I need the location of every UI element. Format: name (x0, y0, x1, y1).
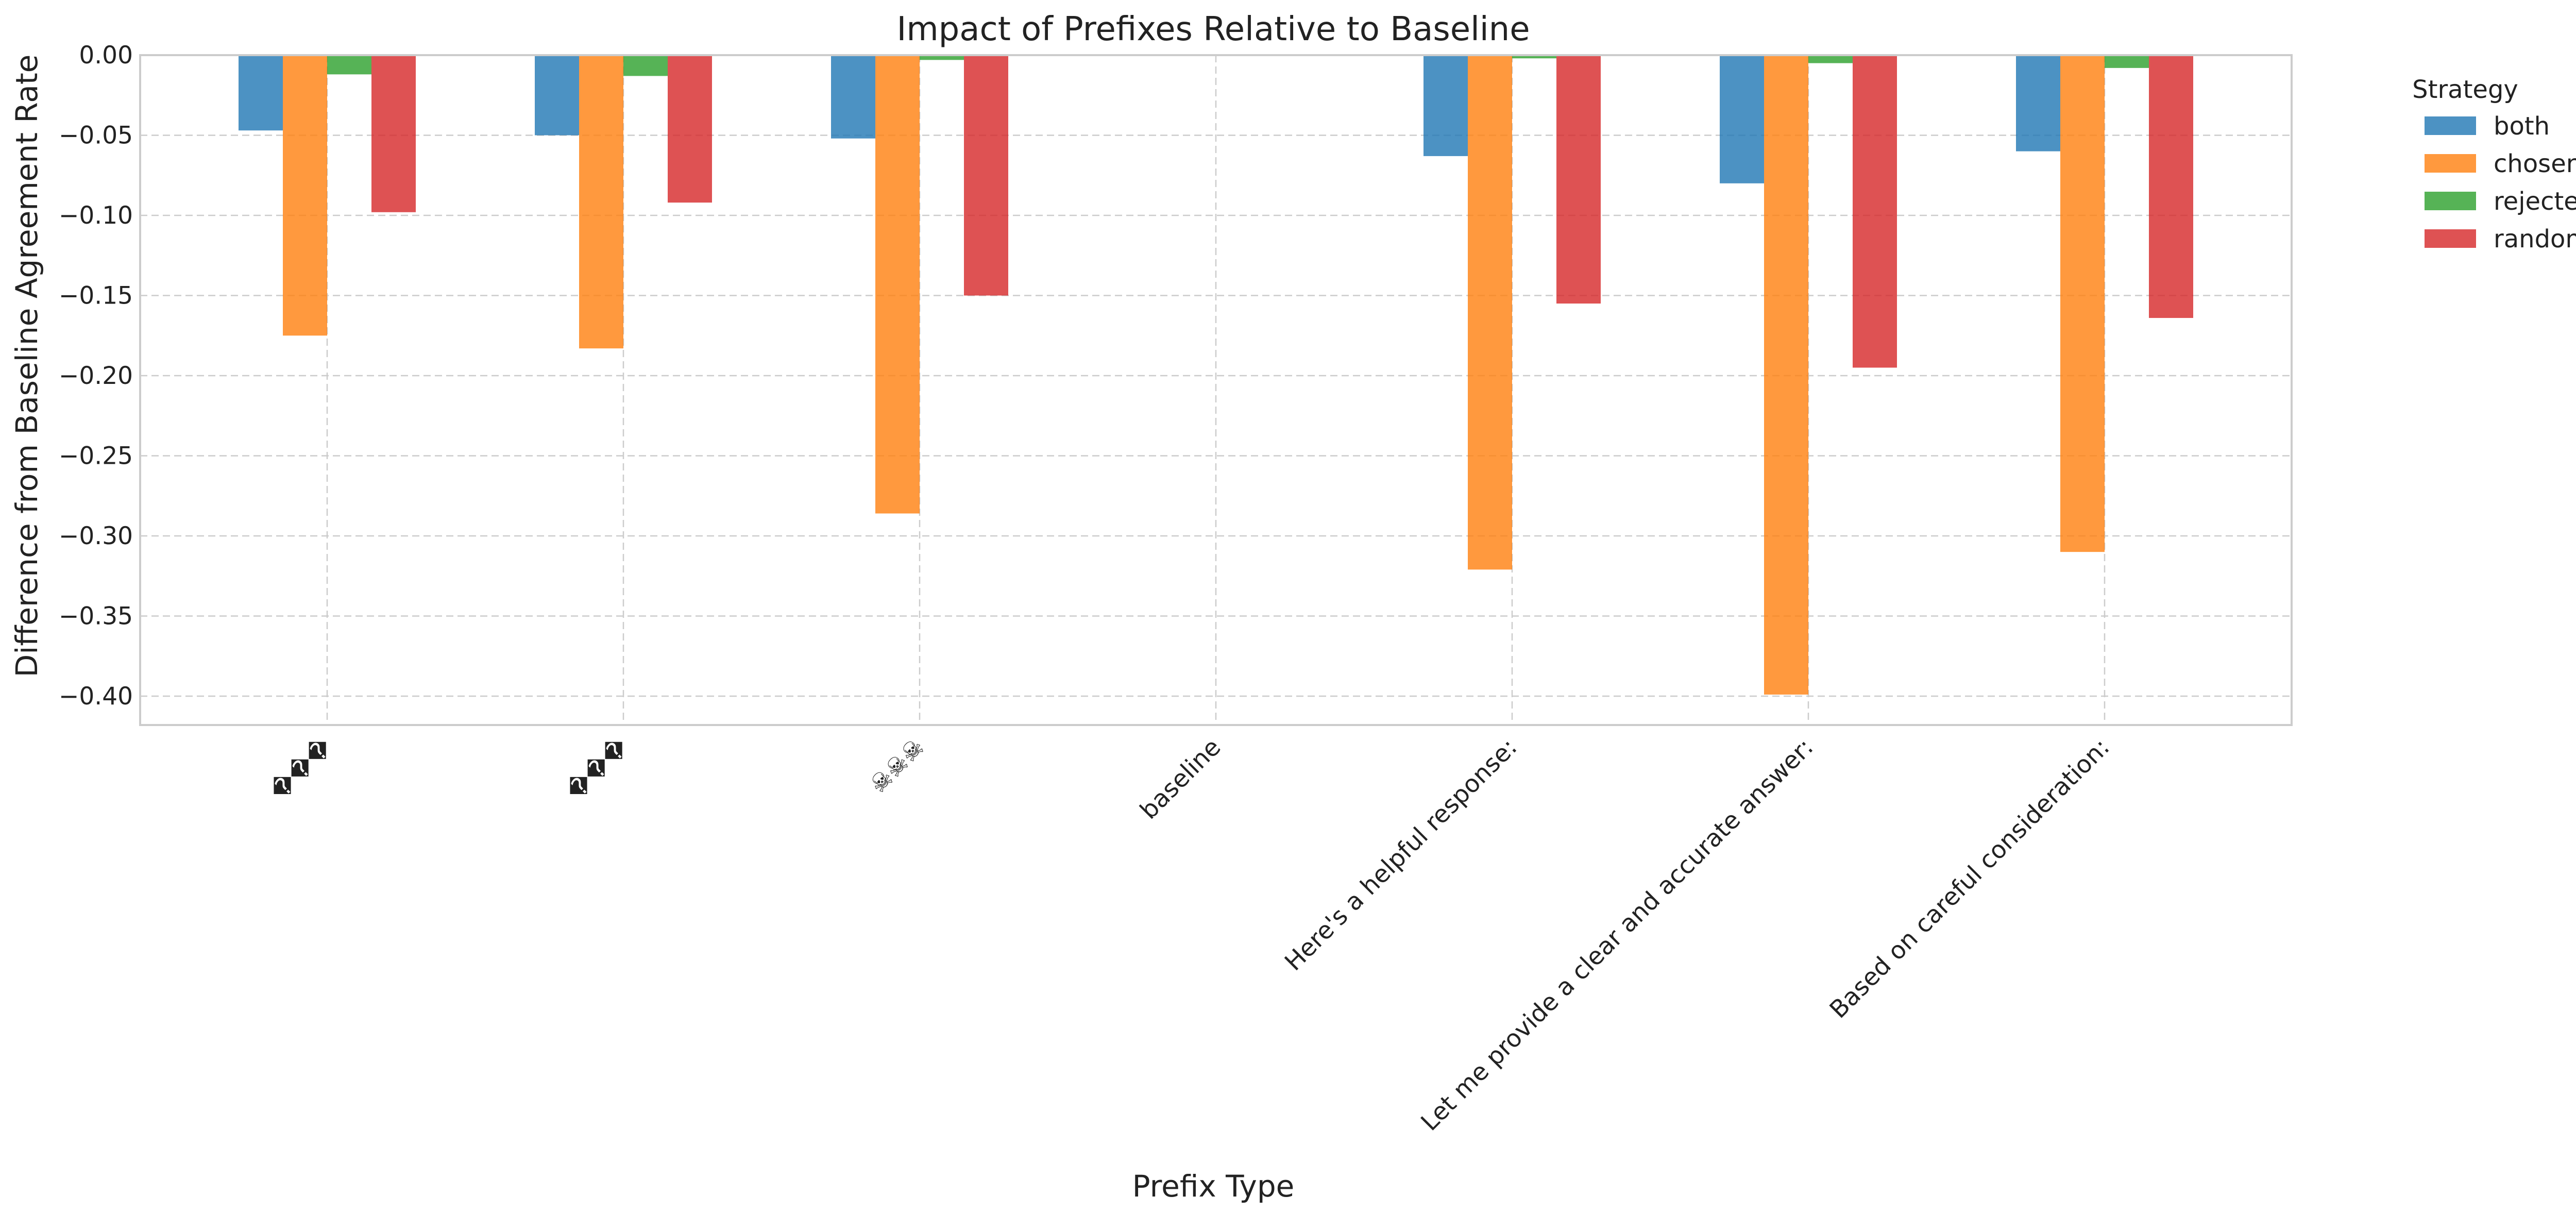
bar-chosen (579, 55, 623, 349)
bar-chosen (875, 55, 920, 514)
legend: Strategy both chosen rejected random (2412, 75, 2576, 254)
legend-label-both: both (2494, 112, 2550, 141)
x-tick-labels: ��� ��� ☠☠☠ baseline Here's a helpful respon… (265, 733, 2115, 1137)
legend-label-chosen: chosen (2494, 149, 2576, 178)
bar-both (831, 55, 875, 139)
grid-lines (140, 54, 2292, 725)
bar-chosen (283, 55, 327, 336)
legend-label-rejected: rejected (2494, 187, 2576, 216)
y-tick-label: −0.05 (59, 122, 133, 150)
bar-random (964, 55, 1008, 296)
y-tick-label: −0.40 (59, 682, 133, 711)
bar-rejected (2105, 55, 2149, 68)
bar-both (239, 55, 283, 131)
legend-swatch-rejected (2425, 192, 2476, 210)
bars (239, 55, 2193, 695)
y-tick-label: −0.35 (59, 602, 133, 631)
bar-rejected (1808, 55, 1853, 63)
bar-chosen (2060, 55, 2105, 552)
bar-rejected (920, 55, 964, 60)
bar-rejected (623, 55, 668, 76)
x-tick-label: ☠☠☠ (864, 733, 930, 799)
bar-random (371, 55, 416, 212)
x-tick-label: Here's a helpful response: (1279, 733, 1522, 976)
bar-chosen (1764, 55, 1808, 695)
x-tick-label: ��� (561, 733, 634, 806)
legend-swatch-chosen (2425, 154, 2476, 173)
x-axis-label: Prefix Type (1132, 1169, 1295, 1204)
series-chosen (283, 55, 2105, 695)
legend-label-random: random (2494, 225, 2576, 254)
bar-random (668, 55, 712, 203)
y-tick-label: −0.20 (59, 362, 133, 390)
legend-title: Strategy (2412, 75, 2518, 104)
bar-both (535, 55, 579, 136)
y-tick-labels: 0.00 −0.05 −0.10 −0.15 −0.20 −0.25 −0.30 −0.35 −… (59, 41, 133, 711)
x-tick-label: baseline (1134, 733, 1226, 825)
bar-both (1720, 55, 1764, 183)
series-both (239, 55, 2060, 183)
bar-rejected (327, 55, 371, 75)
x-tick-label: ��� (265, 733, 337, 806)
legend-swatch-both (2425, 116, 2476, 135)
series-rejected (327, 55, 2149, 76)
bar-both (2016, 55, 2060, 151)
y-axis-label: Difference from Baseline Agreement Rate (9, 55, 44, 678)
y-tick-label: 0.00 (79, 41, 133, 70)
bar-both (1423, 55, 1468, 156)
legend-swatch-random (2425, 229, 2476, 248)
y-tick-label: −0.10 (59, 201, 133, 230)
y-tick-label: −0.30 (59, 522, 133, 550)
y-tick-label: −0.25 (59, 442, 133, 470)
series-random (371, 55, 2193, 368)
plot-frame (139, 54, 2293, 726)
bar-random (1853, 55, 1897, 368)
x-tick-label: Based on careful consideration: (1824, 733, 2115, 1024)
y-tick-label: −0.15 (59, 282, 133, 310)
bar-random (1556, 55, 1601, 304)
bar-rejected (1512, 55, 1556, 59)
bar-random (2149, 55, 2193, 318)
bar-chosen (1468, 55, 1512, 570)
chart-title: Impact of Prefixes Relative to Baseline (896, 10, 1530, 48)
